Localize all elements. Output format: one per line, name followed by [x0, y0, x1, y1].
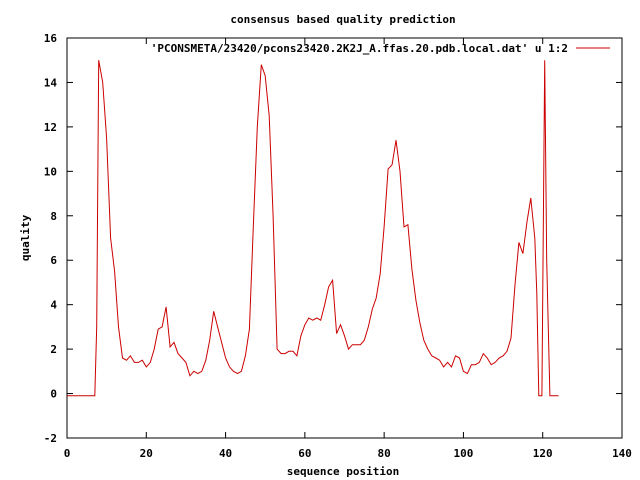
y-tick-label: 6: [50, 254, 57, 267]
y-axis-label: quality: [19, 214, 32, 261]
y-tick-label: 10: [44, 165, 57, 178]
y-tick-label: 16: [44, 32, 58, 45]
x-axis-label: sequence position: [287, 465, 400, 478]
legend-entry-label: 'PCONSMETA/23420/pcons23420.2K2J_A.ffas.…: [151, 42, 568, 55]
y-tick-label: 12: [44, 121, 57, 134]
y-tick-label: 0: [50, 388, 57, 401]
y-tick-label: 8: [50, 210, 57, 223]
legend: 'PCONSMETA/23420/pcons23420.2K2J_A.ffas.…: [151, 42, 610, 55]
y-tick-label: 2: [50, 343, 57, 356]
x-tick-label: 100: [453, 447, 473, 460]
chart-title: consensus based quality prediction: [230, 13, 455, 26]
y-tick-label: -2: [44, 432, 57, 445]
x-tick-label: 120: [533, 447, 553, 460]
x-tick-label: 60: [298, 447, 311, 460]
x-tick-label: 0: [64, 447, 71, 460]
y-axis-ticks: -2 0 2 4 6 8 10 12 14 16: [44, 32, 622, 445]
plot-frame: [66, 37, 623, 439]
x-axis-ticks: 0 20 40 60 80 100 120 140: [64, 38, 632, 460]
y-tick-label: 14: [44, 76, 58, 89]
x-tick-label: 80: [378, 447, 391, 460]
y-tick-label: 4: [50, 299, 57, 312]
x-tick-label: 20: [140, 447, 153, 460]
series-line-quality: [67, 60, 559, 397]
x-tick-label: 40: [219, 447, 232, 460]
x-tick-label: 140: [612, 447, 632, 460]
